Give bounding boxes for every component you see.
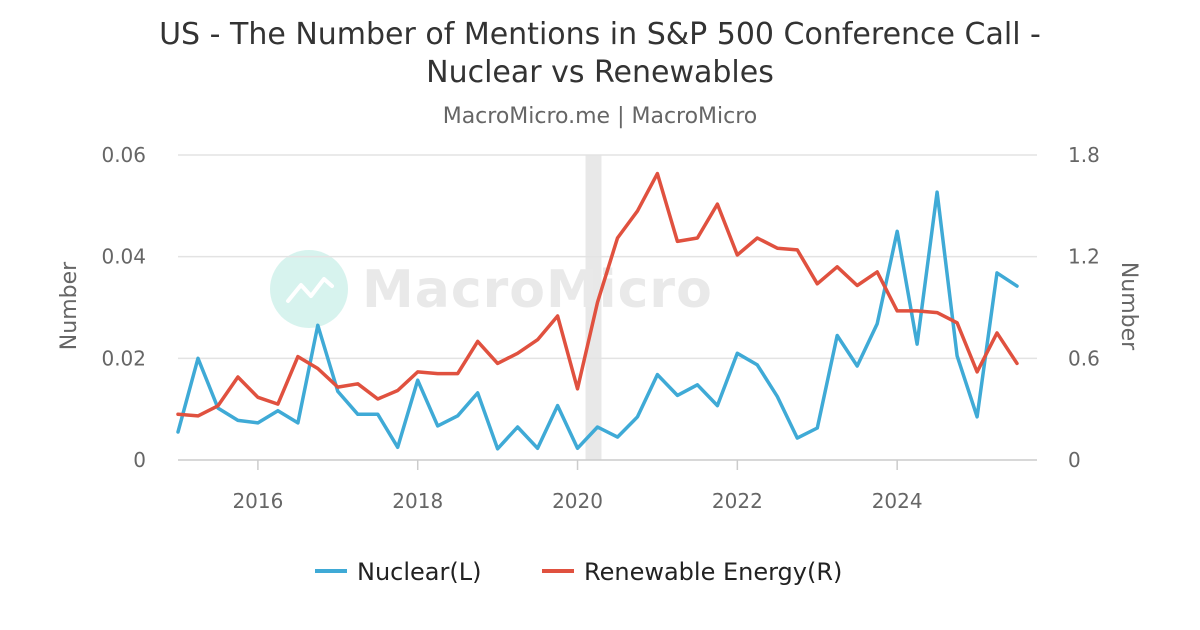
- y-right-tick-label: 1.2: [1068, 245, 1100, 269]
- watermark-logo-icon: [270, 250, 348, 328]
- shaded-region-layer: [585, 155, 602, 460]
- series-line-nuclear[interactable]: [176, 190, 1019, 451]
- y-right-tick-label: 0.6: [1068, 346, 1100, 370]
- y-left-tick-label: 0.06: [101, 143, 146, 167]
- x-tick-label: 2016: [232, 489, 283, 513]
- legend-item-nuclear[interactable]: Nuclear(L): [315, 558, 481, 586]
- watermark-logo-line-icon: [286, 277, 334, 303]
- axis-layer: 0 0.02 0.04 0.06 0 0.6 1.2 1.8 2016 2018 2020 2022 2…: [101, 143, 1099, 513]
- y-left-tick-label: 0: [133, 448, 146, 472]
- y-left-tick-label: 0.04: [101, 245, 146, 269]
- grid-layer: [178, 154, 1037, 461]
- series-line-renewable[interactable]: [176, 171, 1019, 418]
- legend-label-renewable: Renewable Energy(R): [584, 558, 842, 586]
- series-layer: [176, 171, 1019, 451]
- shaded-region: [585, 155, 602, 460]
- x-tick-label: 2022: [712, 489, 763, 513]
- watermark-text: MacroMicro: [362, 260, 713, 320]
- y-right-tick-label: 1.8: [1068, 143, 1100, 167]
- legend-label-nuclear: Nuclear(L): [357, 558, 481, 586]
- legend-item-renewable[interactable]: Renewable Energy(R): [542, 558, 842, 586]
- y-axis-left-title: Number: [57, 261, 82, 350]
- chart-title-line1: US - The Number of Mentions in S&P 500 C…: [159, 17, 1041, 52]
- y-right-tick-label: 0: [1068, 448, 1081, 472]
- y-left-tick-label: 0.02: [101, 346, 146, 370]
- x-tick-label: 2020: [552, 489, 603, 513]
- watermark: MacroMicro: [270, 250, 713, 328]
- chart-title-line2: Nuclear vs Renewables: [426, 55, 774, 90]
- chart-subtitle: MacroMicro.me | MacroMicro: [443, 104, 758, 129]
- x-tick-label: 2024: [872, 489, 923, 513]
- legend: Nuclear(L) Renewable Energy(R): [315, 558, 842, 586]
- y-axis-right-title: Number: [1116, 262, 1141, 351]
- x-tick-label: 2018: [392, 489, 443, 513]
